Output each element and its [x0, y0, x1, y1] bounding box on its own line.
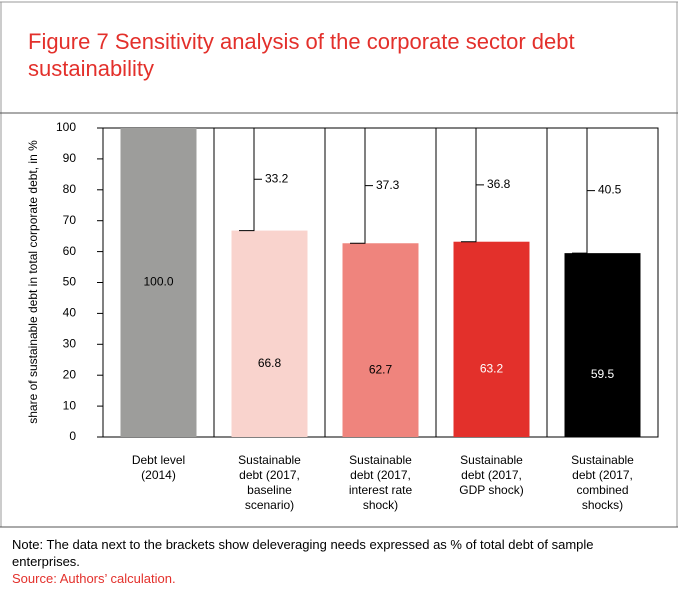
bracket-label: 37.3: [376, 178, 400, 192]
note: Note: The data next to the brackets show…: [12, 537, 594, 569]
chart-title: Figure 7 Sensitivity analysis of the cor…: [28, 29, 575, 81]
bracket-label: 33.2: [265, 171, 289, 185]
x-tick-label: (2014): [141, 468, 176, 482]
bracket: [572, 127, 595, 254]
y-tick-label: 100: [56, 120, 76, 134]
bar: [342, 243, 419, 437]
y-tick-label: 30: [63, 336, 77, 350]
x-tick-label: scenario): [245, 498, 294, 512]
value-label: 62.7: [369, 362, 393, 376]
value-label: 66.8: [258, 356, 282, 370]
x-tick-label: interest rate: [349, 483, 413, 497]
y-tick-label: 50: [63, 275, 77, 289]
bracket: [239, 127, 262, 232]
y-tick-label: 60: [63, 244, 77, 258]
y-tick-label: 70: [63, 213, 77, 227]
bar: [231, 230, 308, 437]
x-tick-label: Sustainable: [238, 453, 301, 467]
x-tick-label: Sustainable: [460, 453, 523, 467]
x-tick-label: baseline: [247, 483, 292, 497]
bracket-label: 36.8: [487, 177, 511, 191]
bracket-label: 40.5: [598, 183, 622, 197]
y-tick-label: 10: [63, 398, 77, 412]
y-tick-label: 40: [63, 306, 77, 320]
x-tick-label: combined: [576, 483, 628, 497]
x-tick-label: Debt level: [132, 453, 185, 467]
bar: [453, 241, 530, 437]
y-tick-label: 20: [63, 367, 77, 381]
bracket: [350, 127, 373, 244]
x-tick-label: GDP shock): [459, 483, 523, 497]
y-axis-label: share of sustainable debt in total corpo…: [26, 140, 40, 424]
y-tick-label: 90: [63, 151, 77, 165]
bracket: [461, 127, 484, 243]
x-tick-label: debt (2017,: [350, 468, 411, 482]
value-label: 59.5: [591, 367, 615, 381]
x-tick-label: debt (2017,: [239, 468, 300, 482]
value-label: 63.2: [480, 362, 504, 376]
x-tick-label: Sustainable: [349, 453, 412, 467]
x-tick-label: shocks): [582, 498, 623, 512]
y-tick-label: 0: [69, 429, 76, 443]
bar: [120, 128, 197, 437]
x-tick-label: Sustainable: [571, 453, 634, 467]
source: Source: Authors’ calculation.: [12, 571, 176, 586]
x-tick-label: debt (2017,: [572, 468, 633, 482]
x-tick-label: shock): [363, 498, 398, 512]
value-label: 100.0: [143, 275, 173, 289]
x-tick-label: debt (2017,: [461, 468, 522, 482]
bar: [564, 253, 641, 437]
y-tick-label: 80: [63, 182, 77, 196]
